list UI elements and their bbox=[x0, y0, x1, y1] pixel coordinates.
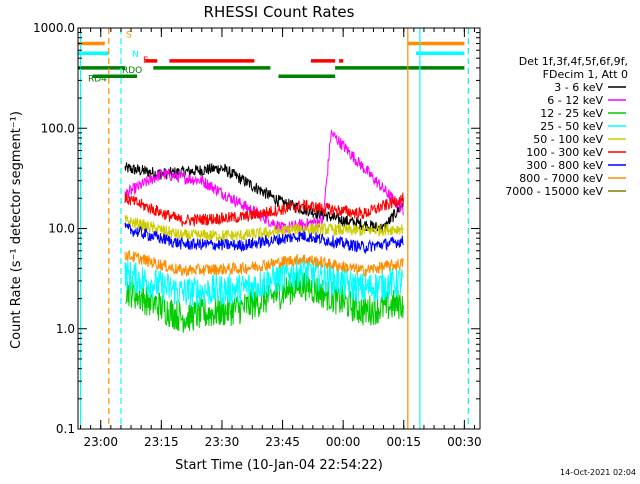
series-line-3 bbox=[124, 270, 404, 333]
x-tick-label: 23:15 bbox=[144, 435, 179, 449]
x-tick-label: 23:00 bbox=[83, 435, 118, 449]
y-tick-label: 0.1 bbox=[56, 422, 75, 436]
series-line-8 bbox=[124, 250, 404, 278]
legend-label-4: 25 - 50 keV bbox=[540, 120, 603, 133]
flag-label-rd4: RD4 bbox=[88, 74, 107, 84]
flag-label-n: N bbox=[132, 50, 139, 60]
series-line-2 bbox=[124, 129, 404, 234]
x-tick-label: 00:30 bbox=[447, 435, 482, 449]
legend-label-6: 100 - 300 keV bbox=[526, 146, 603, 159]
legend-label-2: 6 - 12 keV bbox=[547, 94, 603, 107]
y-tick-label: 10.0 bbox=[48, 222, 75, 236]
x-tick-label: 00:00 bbox=[326, 435, 361, 449]
flag-label-rdo: RDO bbox=[122, 66, 142, 76]
legend-label-5: 50 - 100 keV bbox=[533, 133, 603, 146]
flag-label-s: S bbox=[126, 31, 132, 41]
series-line-6 bbox=[124, 192, 404, 228]
series-layer bbox=[124, 129, 404, 333]
x-axis-label: Start Time (10-Jan-04 22:54:22) bbox=[175, 458, 383, 473]
x-tick-label: 23:45 bbox=[265, 435, 300, 449]
x-tick-label: 23:30 bbox=[205, 435, 240, 449]
y-tick-label: 1000.0 bbox=[33, 21, 75, 35]
series-line-4 bbox=[124, 256, 404, 309]
x-tick-label: 00:15 bbox=[386, 435, 421, 449]
flag-label-f: F bbox=[143, 56, 148, 66]
series-line-7 bbox=[124, 222, 404, 255]
legend-label-7: 300 - 800 keV bbox=[526, 159, 603, 172]
legend-label-8: 800 - 7000 keV bbox=[519, 172, 603, 185]
legend: Det 1f,3f,4f,5f,6f,9f,FDecim 1, Att 03 -… bbox=[505, 55, 628, 198]
timestamp: 14-Oct-2021 02:04 bbox=[560, 468, 636, 477]
legend-label-3: 12 - 25 keV bbox=[540, 107, 603, 120]
legend-label-1: 3 - 6 keV bbox=[554, 81, 603, 94]
y-axis-label: Count Rate (s⁻¹ detector segment⁻¹) bbox=[9, 111, 24, 349]
legend-header-line: Det 1f,3f,4f,5f,6f,9f, bbox=[519, 55, 628, 68]
legend-label-9: 7000 - 15000 keV bbox=[505, 185, 603, 198]
y-tick-label: 100.0 bbox=[41, 121, 75, 135]
legend-header-line: FDecim 1, Att 0 bbox=[543, 68, 628, 81]
y-tick-label: 1.0 bbox=[56, 322, 75, 336]
series-line-5 bbox=[124, 215, 404, 242]
chart-title: RHESSI Count Rates bbox=[204, 3, 355, 21]
axes-layer: 0.1 1.0 10.0 100.0 1000.0 23:00 23:15 23:30 23:4… bbox=[33, 21, 482, 449]
